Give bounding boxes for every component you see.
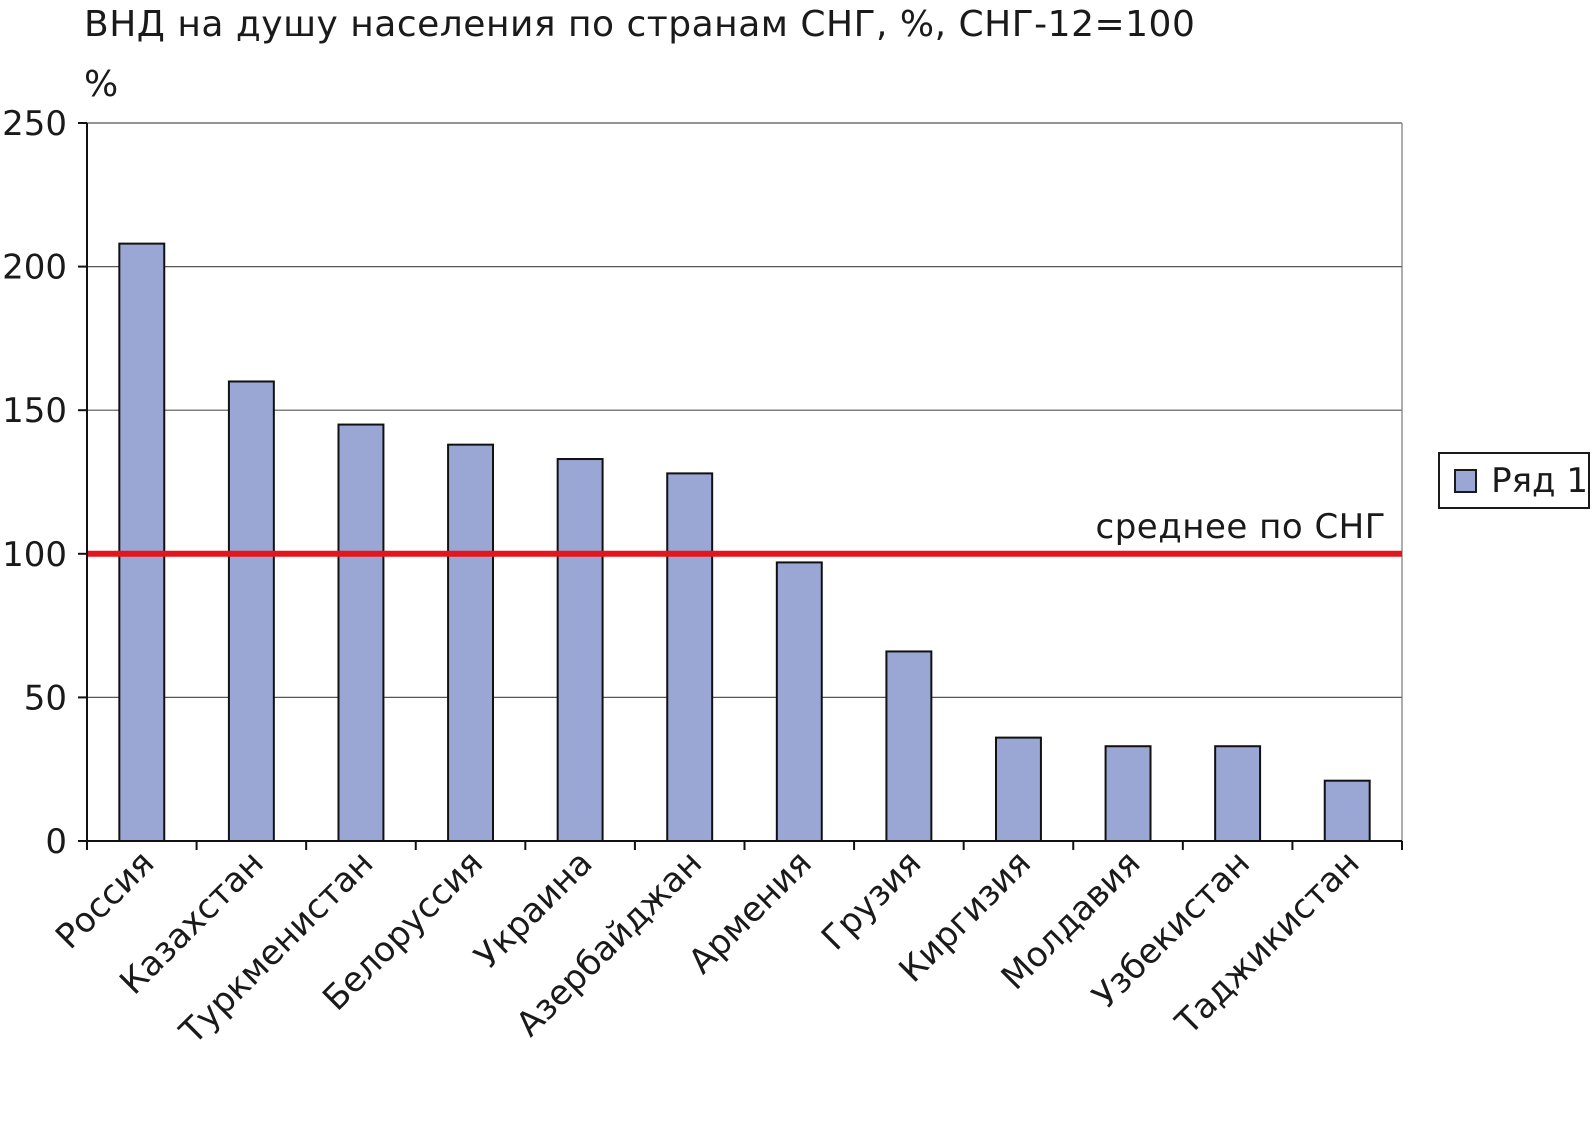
y-tick-label-0: 0 [45, 822, 67, 862]
axes [78, 122, 1403, 850]
bar-11 [1214, 745, 1262, 842]
bars [118, 242, 1371, 843]
y-tick-label-200: 200 [2, 248, 67, 288]
legend-label-series-1: Ряд 1 [1491, 460, 1588, 501]
x-tick-label-3: Туркменистан [172, 843, 382, 1053]
y-tick-label-100: 100 [2, 535, 67, 575]
y-tick-label-250: 250 [2, 104, 67, 144]
bar-10 [1104, 745, 1152, 842]
bar-4 [447, 443, 495, 842]
y-tick-label-50: 50 [24, 678, 67, 718]
bar-7 [775, 561, 823, 843]
bar-12 [1323, 779, 1371, 842]
chart-title: ВНД на душу населения по странам СНГ, %,… [84, 4, 1196, 45]
x-tick-label-6: Азербайджан [509, 843, 710, 1044]
reference-line-group: среднее по СНГ [87, 507, 1402, 557]
bar-3 [337, 423, 385, 842]
legend-swatch-series-1 [1454, 468, 1478, 493]
gridlines [87, 122, 1403, 841]
x-tick-label-12: Таджикистан [1167, 843, 1367, 1043]
legend: Ряд 1 [1438, 452, 1590, 509]
y-axis-unit-label: % [84, 64, 119, 105]
bar-8 [885, 650, 933, 842]
bar-5 [556, 458, 604, 842]
bar-2 [227, 380, 275, 842]
bar-9 [994, 736, 1042, 842]
y-tick-label-150: 150 [2, 391, 67, 431]
bar-1 [118, 242, 166, 842]
reference-line-label: среднее по СНГ [1096, 507, 1386, 547]
bar-6 [666, 472, 714, 842]
